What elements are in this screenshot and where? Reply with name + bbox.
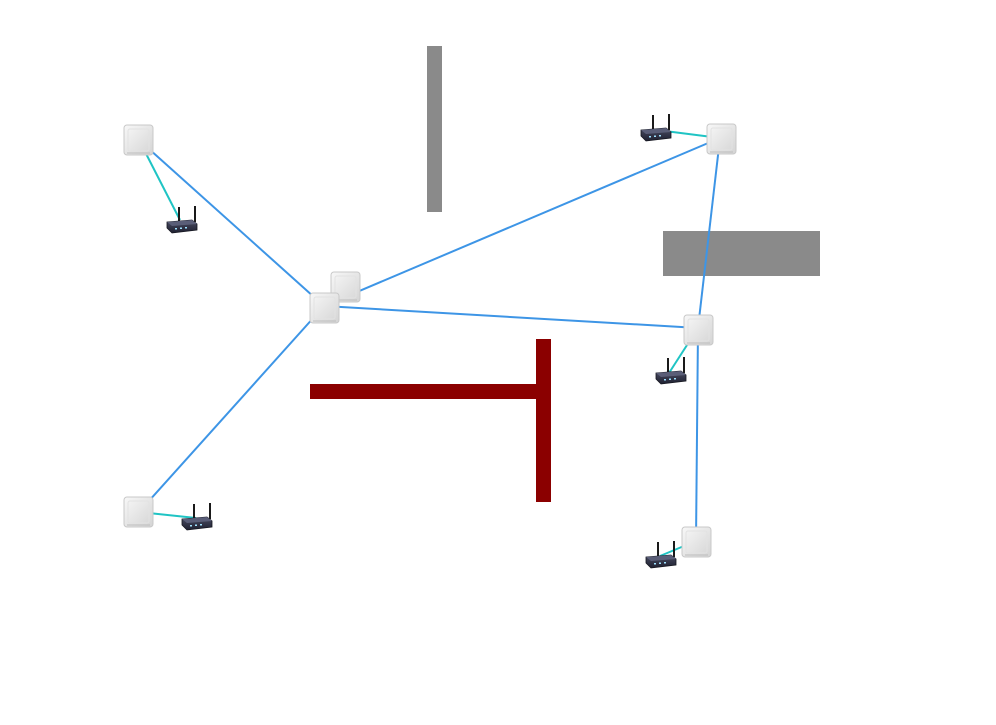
link-node6-node7	[695, 327, 699, 542]
wall-vertical-gray	[427, 46, 442, 212]
router-1-wifi-router-icon	[166, 206, 198, 234]
router-7-wifi-router-icon	[645, 541, 677, 569]
router-4-wifi-router-icon	[181, 503, 213, 531]
wall-dark-red-horizontal	[310, 384, 550, 399]
mesh-nodes	[123, 123, 737, 558]
mesh-node-4-icon	[123, 496, 154, 528]
router-6-wifi-router-icon	[655, 357, 687, 385]
routers	[166, 114, 687, 569]
router-5-wifi-router-icon	[640, 114, 672, 142]
mesh-node-6-icon	[683, 314, 714, 346]
mesh-node-5-icon	[706, 123, 737, 155]
walls	[310, 46, 820, 502]
link-node2-node5	[323, 137, 721, 307]
wall-dark-red-vertical	[536, 339, 551, 502]
wall-horizontal-gray	[663, 231, 820, 276]
link-node5-node6	[697, 137, 721, 329]
link-node2-node6	[323, 305, 699, 329]
link-node1-node2	[138, 139, 325, 307]
mesh-node-2-icon	[309, 292, 340, 324]
mesh-node-1-icon	[123, 124, 154, 156]
link-node2-node4	[138, 305, 325, 513]
backhaul-links	[138, 137, 721, 542]
mesh-node-7-icon	[681, 526, 712, 558]
